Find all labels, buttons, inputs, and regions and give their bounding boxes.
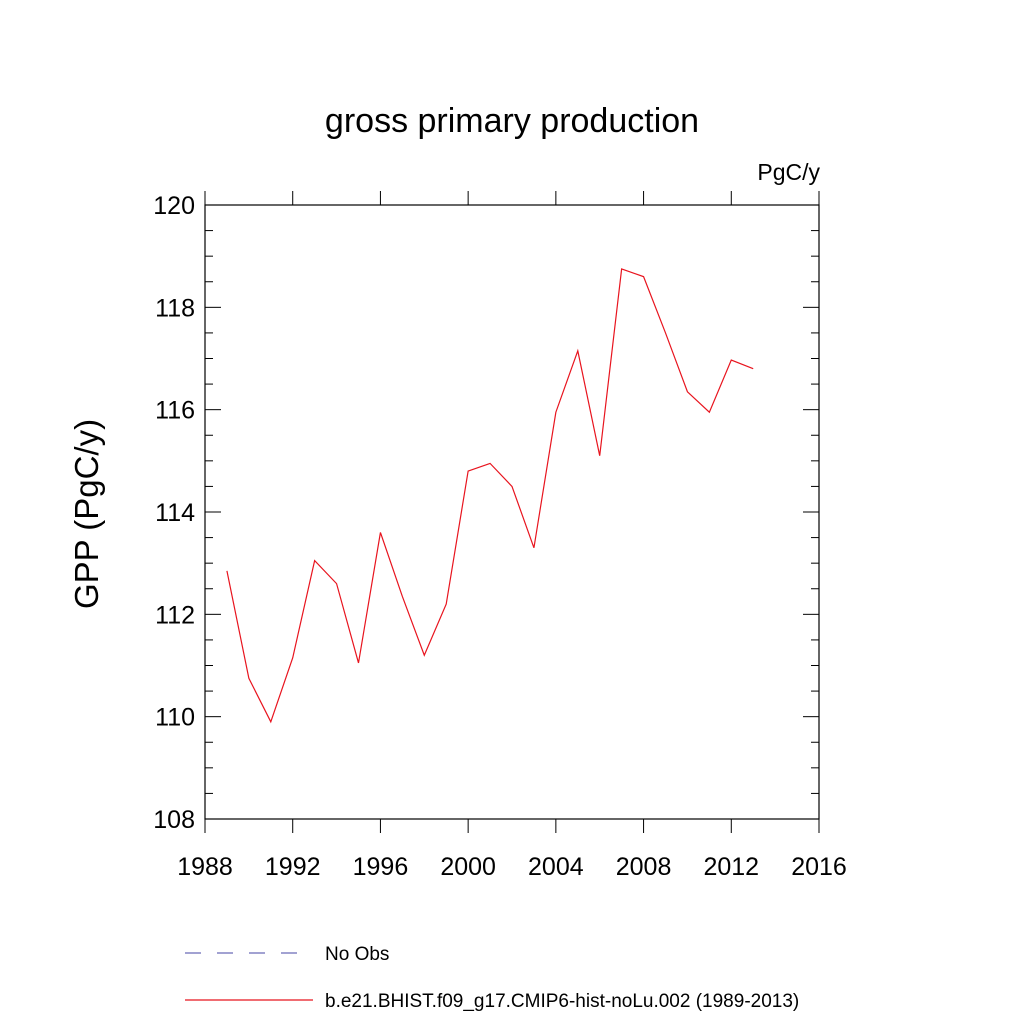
x-tick-label: 2012 bbox=[703, 853, 759, 881]
y-tick-label: 118 bbox=[155, 294, 195, 322]
y-tick-label: 112 bbox=[155, 601, 195, 629]
y-tick-label: 120 bbox=[153, 192, 195, 220]
series-line bbox=[226, 268, 754, 724]
axis-ticks bbox=[204, 191, 820, 833]
y-tick-label: 114 bbox=[155, 499, 195, 527]
x-tick-label: 1988 bbox=[177, 853, 233, 881]
y-tick-label: 116 bbox=[155, 397, 195, 425]
chart-title: gross primary production bbox=[325, 102, 699, 140]
y-tick-label: 110 bbox=[155, 704, 195, 732]
x-tick-label: 2000 bbox=[440, 853, 496, 881]
units-label: PgC/y bbox=[757, 159, 820, 185]
x-tick-label: 1996 bbox=[353, 853, 409, 881]
y-tick-label: 108 bbox=[153, 806, 195, 834]
y-tick-labels: 108 110 112 114 116 118 120 bbox=[153, 192, 195, 834]
y-axis-label: GPP (PgC/y) bbox=[68, 419, 105, 609]
x-tick-labels: 1988 1992 1996 2000 2004 2008 2012 2016 bbox=[177, 853, 847, 881]
series-lines bbox=[226, 268, 754, 724]
legend: No Obs b.e21.BHIST.f09_g17.CMIP6-hist-noL… bbox=[185, 944, 799, 1012]
x-tick-label: 2008 bbox=[616, 853, 672, 881]
legend-label: No Obs bbox=[325, 944, 389, 965]
legend-label: b.e21.BHIST.f09_g17.CMIP6-hist-noLu.002 … bbox=[325, 991, 799, 1012]
x-tick-label: 1992 bbox=[265, 853, 321, 881]
plot-frame bbox=[204, 204, 820, 820]
x-tick-label: 2016 bbox=[791, 853, 847, 881]
x-tick-label: 2004 bbox=[528, 853, 584, 881]
